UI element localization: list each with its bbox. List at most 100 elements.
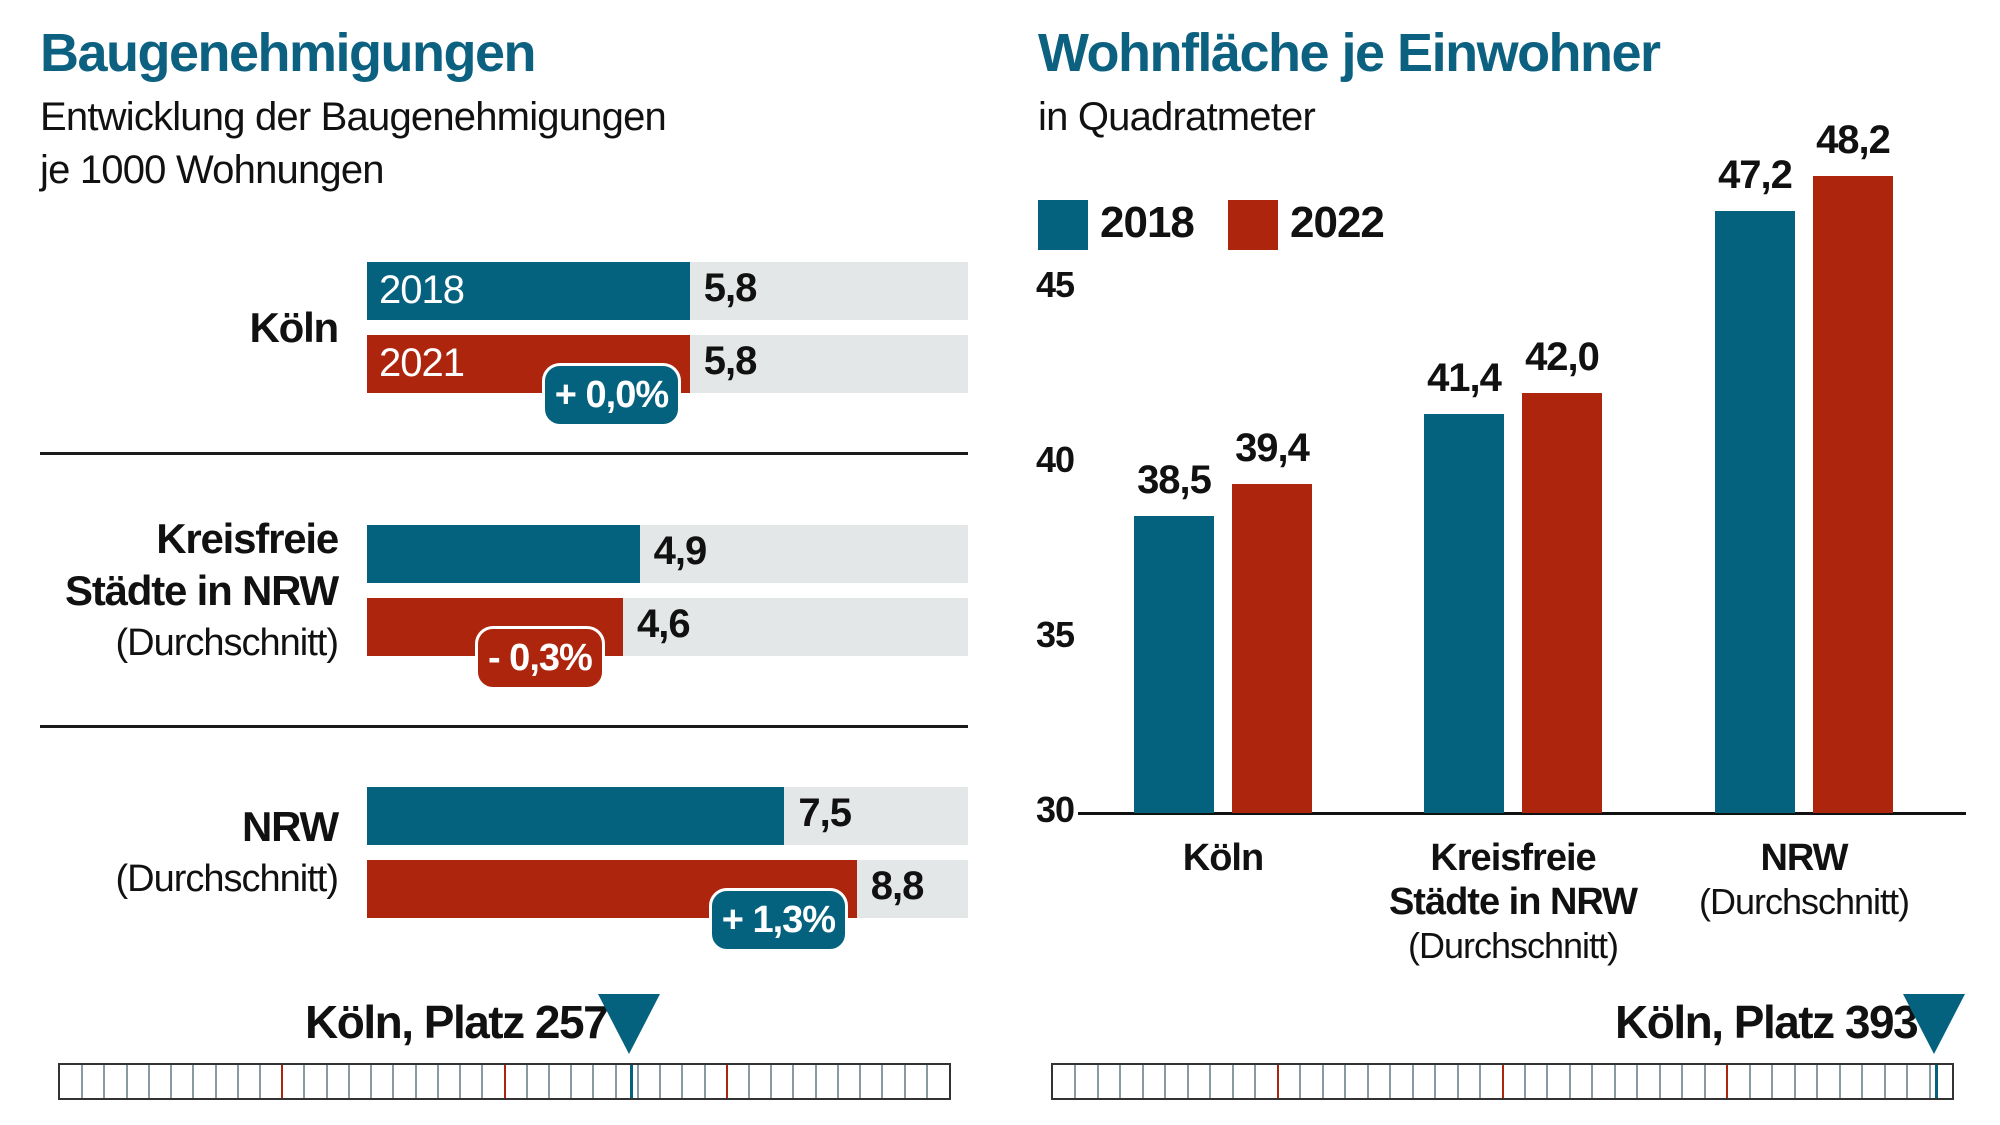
bar-2018 [367, 787, 785, 845]
bar-2018 [1424, 414, 1504, 813]
rank-major-tick [1276, 1065, 1279, 1098]
category-label-main: Städte in NRW [1388, 881, 1638, 923]
y-tick-label: 30 [1036, 789, 1075, 830]
rank-tick [81, 1065, 84, 1098]
rank-tick [1479, 1065, 1482, 1098]
rank-pointer-icon [1903, 994, 1966, 1054]
bar-track [367, 860, 968, 918]
rank-tick [570, 1065, 573, 1098]
rank-major-tick [503, 1065, 506, 1098]
rank-tick [1254, 1065, 1257, 1098]
y-tick-label: 35 [1036, 614, 1075, 655]
rank-major-tick [281, 1065, 284, 1098]
left-subtitle-line1: Entwicklung der Baugenehmigungen [40, 95, 667, 139]
rank-tick [347, 1065, 350, 1098]
x-axis-line [1078, 812, 1966, 815]
category-label-sub: (Durchschnitt) [1407, 925, 1619, 966]
rank-tick [1591, 1065, 1594, 1098]
group-label-main: Städte in NRW [65, 566, 339, 614]
group-label-main: NRW [242, 802, 339, 850]
bar-2018 [1134, 515, 1214, 813]
rank-tick [1793, 1065, 1796, 1098]
rank-scale-bar [58, 1063, 951, 1100]
bar-track [367, 525, 968, 583]
bar-value-label: 48,2 [1816, 118, 1891, 162]
rank-tick [1299, 1065, 1302, 1098]
rank-tick [681, 1065, 684, 1098]
rank-tick [1366, 1065, 1369, 1098]
section-divider [40, 725, 968, 728]
legend-swatch-2018 [1038, 200, 1088, 250]
rank-tick [481, 1065, 484, 1098]
bar-value-label: 5,8 [703, 339, 758, 383]
bar-2022 [1522, 393, 1602, 813]
rank-tick [103, 1065, 106, 1098]
rank-tick [1231, 1065, 1234, 1098]
rank-tick [1771, 1065, 1774, 1098]
rank-scale-bar [1051, 1063, 1954, 1100]
y-tick-label: 40 [1036, 439, 1075, 480]
category-label-main: Köln [1182, 837, 1264, 879]
change-badge: - 0,3% [474, 626, 605, 690]
group-label-main: Köln [249, 303, 339, 351]
rank-tick [325, 1065, 328, 1098]
rank-tick [1613, 1065, 1616, 1098]
rank-tick [459, 1065, 462, 1098]
rank-tick [436, 1065, 439, 1098]
group-label: NRW (Durchschnitt) [116, 801, 340, 905]
rank-tick [170, 1065, 173, 1098]
rank-tick [303, 1065, 306, 1098]
rank-tick [792, 1065, 795, 1098]
rank-tick [525, 1065, 528, 1098]
rank-tick [1658, 1065, 1661, 1098]
rank-tick [659, 1065, 662, 1098]
rank-tick [236, 1065, 239, 1098]
bar-2022 [1813, 176, 1893, 813]
rank-tick [414, 1065, 417, 1098]
rank-tick [1703, 1065, 1706, 1098]
right-title: Wohnfläche je Einwohner [1038, 23, 1661, 83]
rank-marker [630, 1065, 634, 1098]
rank-tick [1636, 1065, 1639, 1098]
rank-tick [836, 1065, 839, 1098]
legend-swatch-2022 [1228, 200, 1278, 250]
rank-tick [1209, 1065, 1212, 1098]
right-subtitle: in Quadratmeter [1038, 95, 1316, 139]
rank-tick [1141, 1065, 1144, 1098]
bar-value-label: 4,6 [636, 602, 691, 646]
rank-tick [1164, 1065, 1167, 1098]
left-subtitle-line2: je 1000 Wohnungen [40, 148, 385, 192]
rank-tick [925, 1065, 928, 1098]
bar-track [367, 787, 968, 845]
rank-tick [1906, 1065, 1909, 1098]
rank-tick [392, 1065, 395, 1098]
group-label-sub: (Durchschnitt) [115, 621, 339, 664]
rank-tick [192, 1065, 195, 1098]
bar-value-label: 47,2 [1718, 153, 1793, 197]
section-divider [40, 452, 968, 455]
rank-tick [747, 1065, 750, 1098]
legend-label-2018: 2018 [1100, 198, 1195, 247]
bar-value-label: 4,9 [653, 529, 708, 573]
legend-label-2022: 2022 [1290, 198, 1385, 247]
rank-tick [1321, 1065, 1324, 1098]
group-label: Köln [249, 302, 339, 354]
rank-tick [636, 1065, 639, 1098]
bar-2022 [1232, 484, 1312, 813]
rank-tick [881, 1065, 884, 1098]
bar-year-label: 2021 [379, 341, 465, 385]
rank-tick [614, 1065, 617, 1098]
rank-tick [259, 1065, 262, 1098]
rank-tick [1838, 1065, 1841, 1098]
bar-track: 2018 [367, 262, 968, 320]
category-label: NRW (Durchschnitt) [1654, 836, 1954, 924]
rank-tick [1568, 1065, 1571, 1098]
bar-value-label: 38,5 [1137, 457, 1212, 502]
left-title: Baugenehmigungen [40, 23, 537, 83]
rank-tick [1748, 1065, 1751, 1098]
bar-year-label: 2018 [379, 268, 465, 312]
rank-tick [1928, 1065, 1931, 1098]
bar-value-label: 42,0 [1525, 335, 1600, 379]
rank-tick [814, 1065, 817, 1098]
category-label: Kreisfreie Städte in NRW (Durchschnitt) [1363, 836, 1663, 968]
